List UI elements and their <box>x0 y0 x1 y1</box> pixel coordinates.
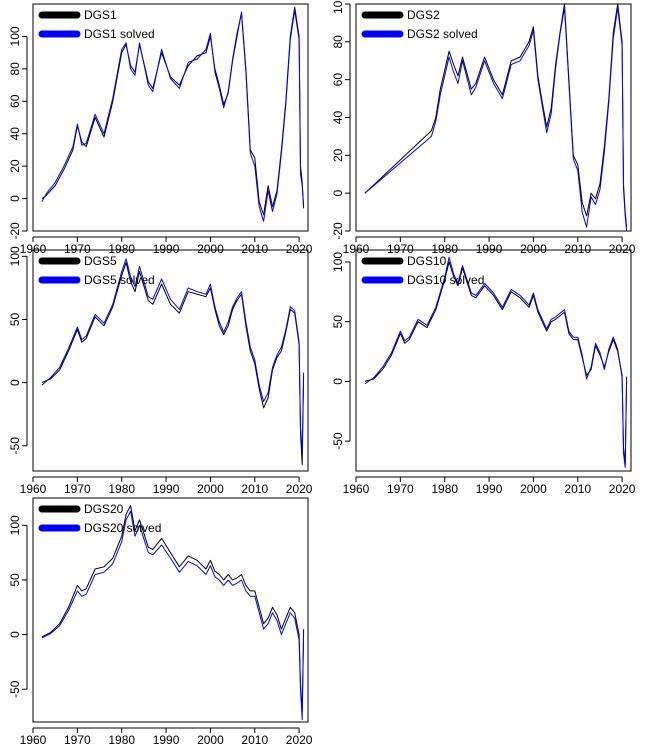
legend-label: DGS1 <box>84 8 117 22</box>
legend-label: DGS2 <box>407 8 440 22</box>
x-tick-label: 1990 <box>476 482 503 496</box>
x-tick-label: 1960 <box>343 482 370 496</box>
x-tick-label: 2000 <box>197 482 224 496</box>
series-line-solved <box>364 256 628 468</box>
series-line-observed <box>41 505 305 712</box>
y-tick-label: 0 <box>331 190 345 197</box>
series-line-solved <box>41 258 305 453</box>
y-tick-label: 40 <box>8 127 22 141</box>
y-tick-label: -20 <box>331 222 345 240</box>
x-tick-label: 1970 <box>387 482 414 496</box>
y-tick-label: 20 <box>331 148 345 162</box>
plot-frame <box>355 3 632 232</box>
x-tick-label: 2020 <box>609 482 636 496</box>
x-tick-label: 1970 <box>64 733 91 747</box>
series-line-observed <box>41 262 305 466</box>
x-tick-label: 1970 <box>64 482 91 496</box>
legend-label: DGS1 solved <box>84 27 155 41</box>
y-tick-label: 0 <box>8 631 22 638</box>
x-tick-label: 2010 <box>564 482 591 496</box>
y-tick-label: -20 <box>8 222 22 240</box>
series-line-solved <box>364 7 628 232</box>
y-tick-label: 50 <box>8 312 22 326</box>
y-tick-label: 50 <box>331 315 345 329</box>
x-tick-label: 1980 <box>108 482 135 496</box>
series-line-solved <box>41 10 305 222</box>
y-tick-label: 50 <box>8 573 22 587</box>
x-tick-label: 1970 <box>387 242 414 256</box>
x-tick-label: 2020 <box>286 482 313 496</box>
x-tick-label: 1990 <box>476 242 503 256</box>
x-tick-label: 1980 <box>431 482 458 496</box>
y-tick-label: 40 <box>331 111 345 125</box>
x-tick-label: 1960 <box>20 242 47 256</box>
legend-label: DGS5 <box>84 254 117 268</box>
x-tick-label: 1960 <box>20 733 47 747</box>
plot-frame <box>32 249 309 472</box>
y-tick-label: -50 <box>331 432 345 450</box>
y-tick-label: 0 <box>331 378 345 385</box>
x-tick-label: 2010 <box>241 733 268 747</box>
legend-label: DGS10 <box>407 254 447 268</box>
y-tick-label: 80 <box>331 35 345 49</box>
legend-label: DGS20 solved <box>84 521 161 535</box>
x-tick-label: 2020 <box>286 242 313 256</box>
legend-label: DGS20 <box>84 502 124 516</box>
chart-panel-5: 1960 1970 1980 1990 2000 2010 2020 -50 0 50 100 DGS… <box>8 497 313 747</box>
legend: DGS1 DGS1 solved <box>38 8 155 41</box>
y-tick-label: 100 <box>8 26 22 46</box>
y-tick-label: -50 <box>8 437 22 455</box>
y-tick-label: 80 <box>8 62 22 76</box>
y-tick-label: -50 <box>8 680 22 698</box>
chart-panel-4: 1960 1970 1980 1990 2000 2010 2020 -50 0 50 100 DGS… <box>331 249 636 496</box>
x-tick-label: 2000 <box>520 482 547 496</box>
x-tick-label: 2000 <box>197 733 224 747</box>
x-tick-label: 1980 <box>431 242 458 256</box>
legend: DGS20 DGS20 solved <box>38 502 161 535</box>
y-tick-label: 60 <box>331 73 345 87</box>
y-tick-label: 100 <box>8 515 22 535</box>
x-tick-label: 1960 <box>20 482 47 496</box>
chart-panel-2: 1960 1970 1980 1990 2000 2010 2020 -20 0 20 40 60 80… <box>331 0 636 256</box>
x-tick-label: 2020 <box>286 733 313 747</box>
x-tick-label: 2000 <box>197 242 224 256</box>
x-tick-label: 1990 <box>153 242 180 256</box>
chart-panel-3: 1960 1970 1980 1990 2000 2010 2020 -50 0 50 100 DGS… <box>8 246 313 496</box>
y-tick-label: 20 <box>8 159 22 173</box>
x-tick-label: 2000 <box>520 242 547 256</box>
x-tick-label: 1990 <box>153 733 180 747</box>
series-line-observed <box>364 261 628 466</box>
plot-frame <box>32 497 309 723</box>
legend-label: DGS10 solved <box>407 273 484 287</box>
plot-frame <box>355 249 632 472</box>
x-tick-label: 1960 <box>343 242 370 256</box>
legend: DGS5 DGS5 solved <box>38 254 155 287</box>
y-tick-label: 0 <box>8 379 22 386</box>
x-tick-label: 2010 <box>241 482 268 496</box>
y-tick-label: 100 <box>331 0 345 14</box>
series-line-observed <box>41 6 305 216</box>
x-tick-label: 1980 <box>108 733 135 747</box>
x-tick-label: 1980 <box>108 242 135 256</box>
legend-label: DGS2 solved <box>407 27 478 41</box>
x-tick-label: 2010 <box>241 242 268 256</box>
plot-frame <box>32 3 309 232</box>
legend-label: DGS5 solved <box>84 273 155 287</box>
x-tick-label: 2020 <box>609 242 636 256</box>
y-tick-label: 100 <box>8 246 22 266</box>
series-line-observed <box>364 3 628 228</box>
y-tick-label: 0 <box>8 195 22 202</box>
x-tick-label: 1970 <box>64 242 91 256</box>
legend: DGS10 DGS10 solved <box>361 254 484 287</box>
chart-panel-1: 1960 1970 1980 1990 2000 2010 2020 -20 0 20 40 60 80… <box>8 3 313 256</box>
legend: DGS2 DGS2 solved <box>361 8 478 41</box>
x-tick-label: 1990 <box>153 482 180 496</box>
x-tick-label: 2010 <box>564 242 591 256</box>
series-line-solved <box>41 510 305 721</box>
y-tick-label: 60 <box>8 94 22 108</box>
y-tick-label: 100 <box>331 252 345 272</box>
